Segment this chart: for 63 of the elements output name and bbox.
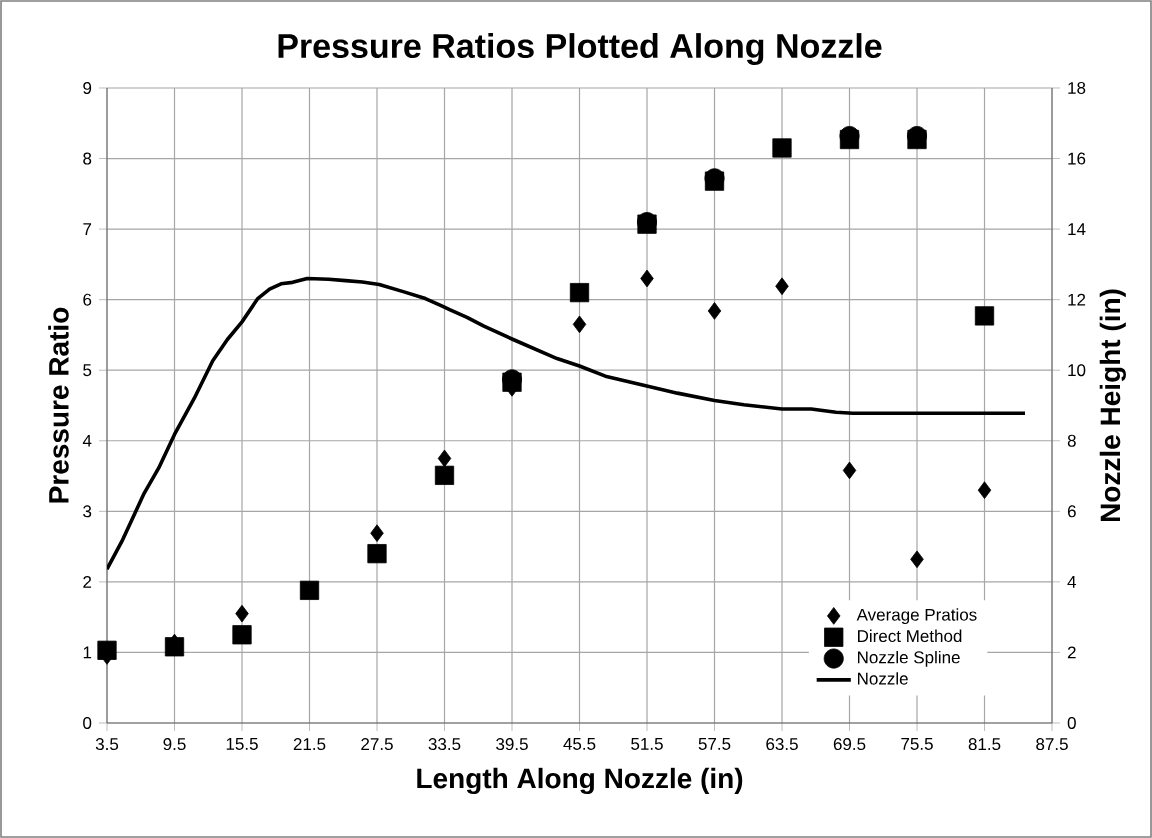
x-tick-label: 33.5 [428,738,461,751]
y2-tick-label: 6 [1067,505,1076,518]
x-tick-label: 69.5 [833,738,866,751]
x-tick-label: 9.5 [163,738,186,751]
x-tick-label: 87.5 [1036,738,1068,751]
legend-label: Nozzle Spline [857,650,960,667]
y-axis-title: Pressure Ratio [48,307,69,503]
y-tick-label: 4 [82,434,92,447]
x-tick-label: 3.5 [95,738,119,751]
y-tick-label: 3 [83,505,92,518]
legend-label: Average Pratios [856,608,977,625]
x-tick-label: 39.5 [496,738,528,751]
y2-tick-label: 2 [1067,646,1076,659]
x-tick-label: 63.5 [766,738,798,751]
point [97,640,117,660]
point [842,461,857,480]
y2-tick-label: 18 [1068,81,1086,94]
point [772,138,792,158]
line-series [107,276,1027,571]
y2-tick-label: 10 [1068,364,1086,377]
y-tick-label: 5 [83,364,92,377]
y-tick-label: 2 [83,575,92,588]
y2-tick-label: 8 [1067,434,1076,447]
point [434,465,455,485]
point [437,449,452,468]
y-tick-label: 6 [83,293,92,306]
point [367,544,387,564]
point [370,524,384,542]
point [164,637,185,657]
legend-label: Direct Method [857,629,962,643]
chart-title: Pressure Ratios Plotted Along Nozzle [278,33,882,65]
point [299,580,320,600]
point [974,306,995,326]
point [572,315,587,334]
point [640,269,654,288]
point [775,277,789,296]
y2-tick-label: 16 [1068,152,1086,165]
point [977,481,992,499]
y2-axis-title: Nozzle Height (in) [1099,289,1126,522]
y-tick-label: 0 [83,716,92,729]
y-tick-label: 9 [83,82,92,95]
x-axis-title: Length Along Nozzle (in) [417,767,743,795]
y-tick-label: 8 [83,152,92,165]
point [910,550,924,569]
y2-tick-label: 4 [1067,576,1077,588]
legend-label: Nozzle [857,672,908,685]
y2-tick-label: 0 [1067,716,1076,729]
x-tick-label: 75.5 [901,738,933,750]
x-tick-label: 51.5 [631,738,663,750]
x-tick-label: 15.5 [226,738,258,750]
x-tick-label: 21.5 [293,738,326,751]
point [235,604,249,623]
y2-tick-label: 14 [1068,223,1086,235]
y-tick-label: 1 [83,646,92,659]
x-tick-label: 27.5 [361,738,393,751]
point [707,302,722,320]
point [232,625,252,645]
x-tick-label: 57.5 [698,738,731,750]
x-tick-label: 45.5 [563,738,596,750]
point [569,283,590,303]
x-tick-label: 81.5 [968,738,1001,751]
y-tick-label: 7 [83,223,92,235]
y2-tick-label: 12 [1068,293,1086,306]
